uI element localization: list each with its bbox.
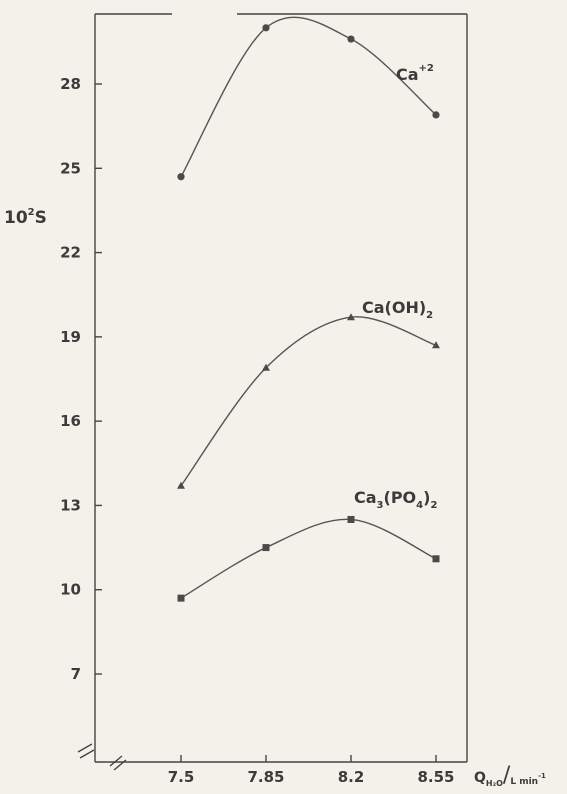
data-point bbox=[432, 555, 440, 563]
x-tick-label: 8.2 bbox=[338, 768, 365, 786]
data-point bbox=[262, 544, 270, 552]
x-axis-break bbox=[109, 755, 127, 771]
series-label-ca3-po4-2: Ca3(PO4)2 bbox=[354, 488, 437, 511]
data-point bbox=[432, 341, 440, 349]
y-tick-label: 28 bbox=[60, 75, 81, 93]
y-tick-label: 7 bbox=[71, 665, 81, 683]
data-point bbox=[262, 24, 270, 32]
x-axis-ticks: 7.5 7.85 8.2 8.55 bbox=[168, 755, 455, 786]
x-tick-label: 7.85 bbox=[247, 768, 284, 786]
data-point bbox=[177, 481, 185, 489]
y-axis-break bbox=[77, 743, 95, 759]
data-point bbox=[177, 594, 185, 602]
data-point bbox=[262, 363, 270, 371]
y-tick-label: 13 bbox=[60, 496, 81, 514]
x-axis-label: QH₂O/L min-1 bbox=[474, 763, 546, 788]
x-tick-label: 8.55 bbox=[417, 768, 454, 786]
series-line bbox=[180, 16, 437, 178]
data-point bbox=[177, 173, 185, 181]
y-tick-label: 19 bbox=[60, 328, 81, 346]
data-point bbox=[347, 313, 355, 321]
series-group bbox=[177, 16, 440, 602]
data-point bbox=[347, 515, 355, 523]
series-line bbox=[180, 518, 437, 599]
series-label-ca-ion: Ca+2 bbox=[396, 63, 434, 84]
y-axis-ticks: 7 10 13 16 19 22 25 28 bbox=[60, 75, 102, 683]
axes bbox=[77, 13, 468, 771]
series-line bbox=[180, 316, 437, 487]
series-label-ca-oh2: Ca(OH)2 bbox=[362, 298, 433, 321]
data-point bbox=[347, 35, 355, 43]
data-point bbox=[432, 111, 440, 119]
y-tick-label: 16 bbox=[60, 412, 81, 430]
y-tick-label: 10 bbox=[60, 581, 81, 599]
x-tick-label: 7.5 bbox=[168, 768, 195, 786]
y-axis-label: 102S bbox=[4, 207, 47, 228]
y-tick-label: 25 bbox=[60, 159, 81, 177]
y-tick-label: 22 bbox=[60, 244, 81, 262]
